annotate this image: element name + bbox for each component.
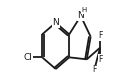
Text: H: H xyxy=(81,7,87,13)
Text: F: F xyxy=(98,55,102,64)
Text: F: F xyxy=(98,32,102,40)
Text: N: N xyxy=(52,18,59,27)
Text: N: N xyxy=(77,12,84,20)
Text: Cl: Cl xyxy=(23,53,32,62)
Text: F: F xyxy=(92,66,97,75)
